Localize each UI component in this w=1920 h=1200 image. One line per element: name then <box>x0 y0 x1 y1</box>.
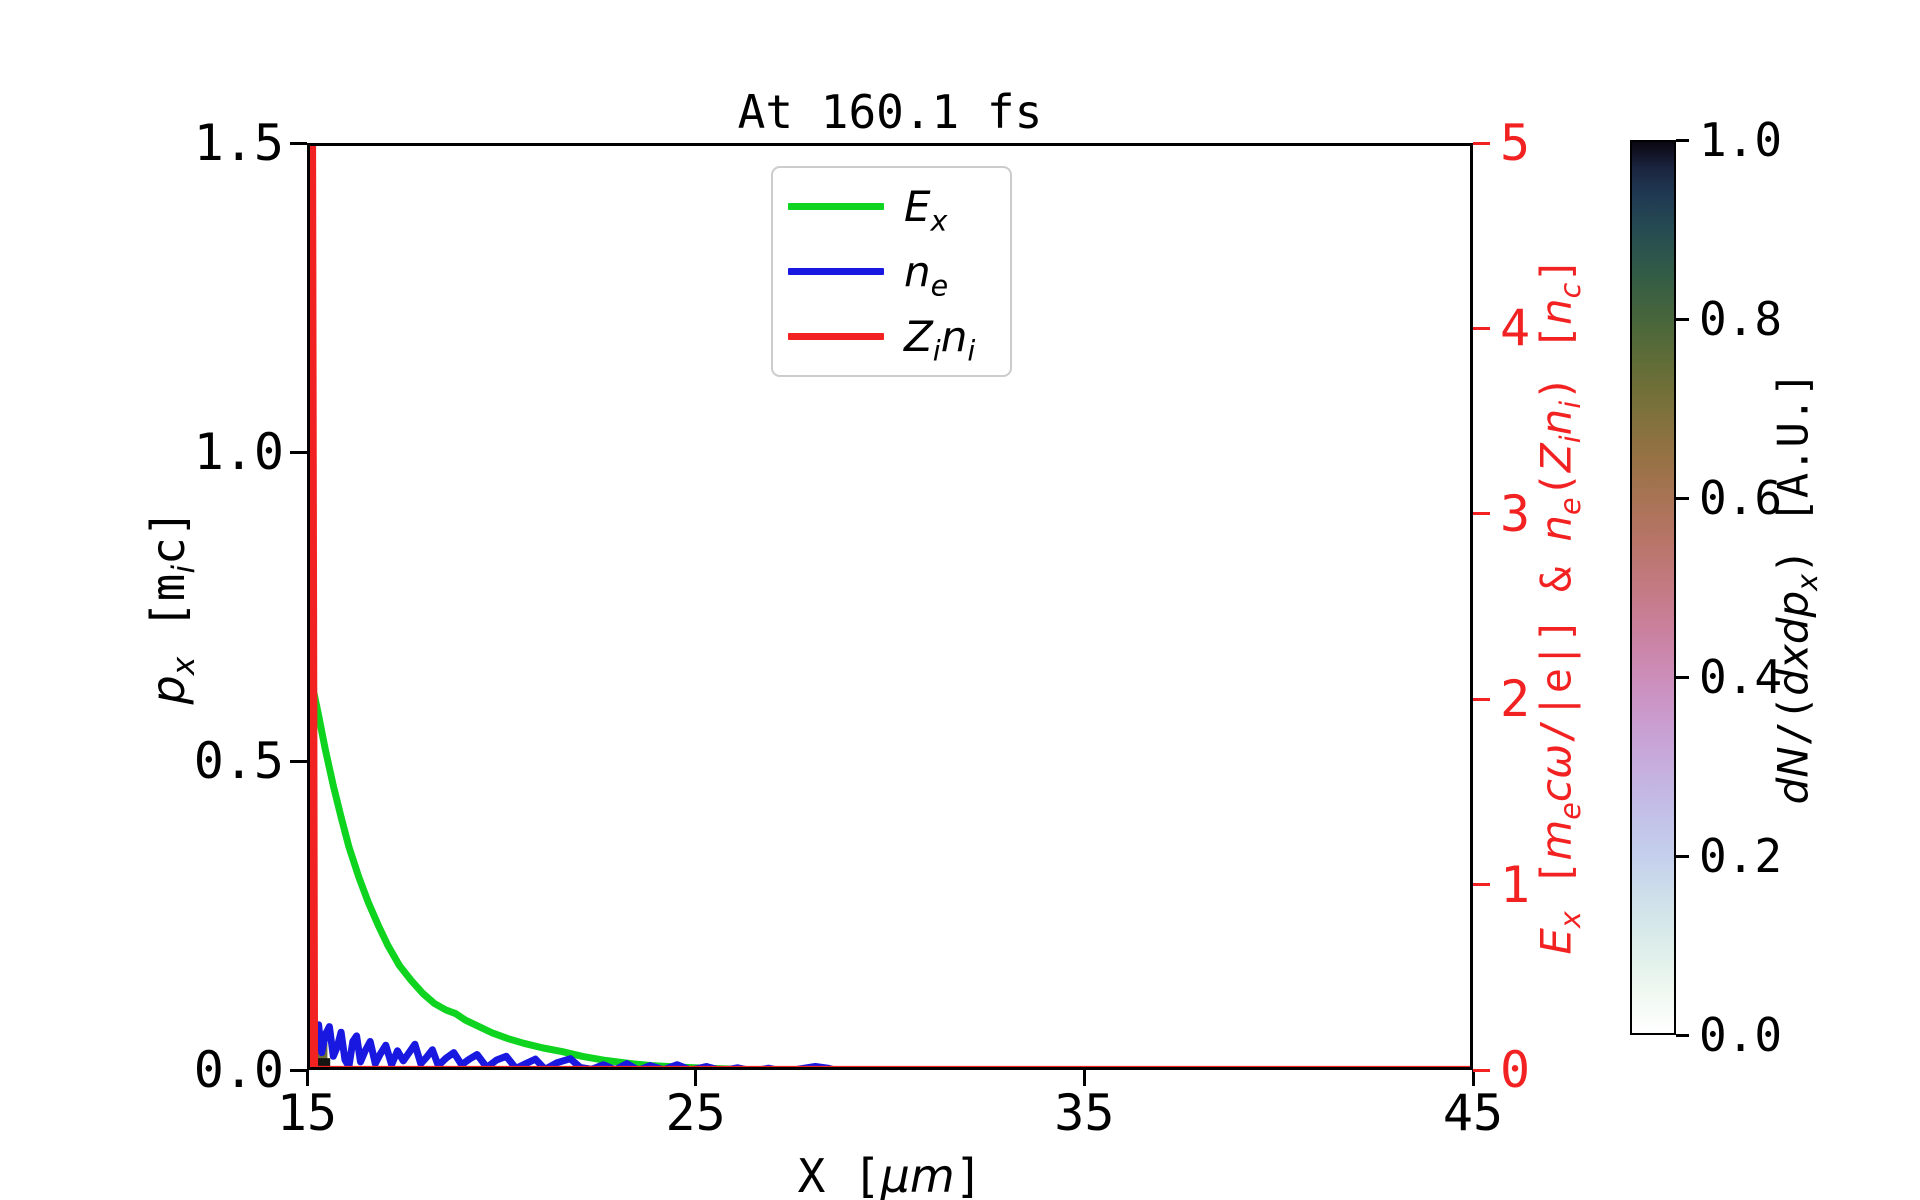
right-tick-label: 3 <box>1500 484 1531 543</box>
legend-item: Ex <box>773 177 1010 237</box>
left-tick-label: 1.0 <box>193 423 284 481</box>
colorbar-tick-label: 0.4 <box>1699 650 1783 704</box>
left-tick-mark <box>290 450 307 454</box>
left-tick-mark <box>290 1068 307 1072</box>
right-tick-mark <box>1473 883 1490 887</box>
colorbar-tick-mark <box>1676 854 1689 858</box>
colorbar-tick-label: 0.0 <box>1699 1008 1783 1062</box>
legend-item-label: Ex <box>904 182 948 238</box>
colorbar-tick-mark <box>1676 317 1689 321</box>
right-tick-label: 2 <box>1500 670 1531 729</box>
left-tick-mark <box>290 759 307 763</box>
right-tick-label: 4 <box>1500 299 1531 358</box>
phase-space-cell <box>311 1058 331 1067</box>
x-tick-label: 45 <box>1442 1084 1504 1142</box>
right-tick-mark <box>1473 697 1490 701</box>
series-line-ne <box>310 1008 837 1067</box>
colorbar-tick-mark <box>1676 675 1689 679</box>
colorbar-tick-label: 0.6 <box>1699 471 1783 525</box>
colorbar-tick-label: 1.0 <box>1699 113 1783 167</box>
left-tick-label: 0.5 <box>193 732 284 790</box>
right-tick-label: 1 <box>1500 855 1531 914</box>
right-y-axis-label: Ex [mecω/|e|] & ne(Zini) [nc] <box>1531 257 1587 955</box>
legend-item: Zini <box>773 306 1010 366</box>
colorbar-tick-mark <box>1676 1033 1689 1037</box>
legend-line-sample <box>788 332 884 340</box>
right-tick-mark <box>1473 141 1490 145</box>
x-tick-label: 15 <box>276 1084 338 1142</box>
right-tick-mark <box>1473 512 1490 516</box>
right-tick-label: 5 <box>1500 114 1531 172</box>
colorbar-label: dN/(dxdpx) [A.U.] <box>1768 371 1824 805</box>
x-tick-mark <box>1471 1070 1475 1086</box>
chart-canvas <box>310 146 1470 1067</box>
right-tick-mark <box>1473 1068 1490 1072</box>
legend-line-sample <box>788 203 884 211</box>
x-tick-mark <box>305 1070 309 1086</box>
x-tick-label: 35 <box>1054 1084 1115 1142</box>
left-tick-mark <box>290 141 307 145</box>
legend-line-sample <box>788 268 884 275</box>
legend-item: ne <box>773 242 1010 302</box>
x-tick-mark <box>1082 1070 1086 1086</box>
colorbar-tick-mark <box>1676 496 1689 500</box>
x-axis-label: X [μm] <box>797 1149 983 1200</box>
colorbar-tick-label: 0.2 <box>1699 829 1783 883</box>
legend-item-label: Zini <box>904 311 976 368</box>
colorbar <box>1630 140 1676 1035</box>
x-tick-label: 25 <box>665 1084 726 1142</box>
colorbar-tick-mark <box>1676 138 1689 142</box>
colorbar-tick-label: 0.8 <box>1699 292 1783 346</box>
left-tick-label: 0.0 <box>193 1041 284 1099</box>
legend-item-label: ne <box>904 247 949 303</box>
right-tick-label: 0 <box>1500 1041 1531 1099</box>
x-tick-mark <box>694 1070 698 1086</box>
left-tick-label: 1.5 <box>193 114 284 172</box>
series-line-ex <box>310 670 766 1067</box>
plot-title: At 160.1 fs <box>737 85 1043 139</box>
right-tick-mark <box>1473 326 1490 330</box>
left-y-axis-label: px [mic] <box>141 509 203 705</box>
legend: Ex ne Zini <box>771 166 1012 377</box>
